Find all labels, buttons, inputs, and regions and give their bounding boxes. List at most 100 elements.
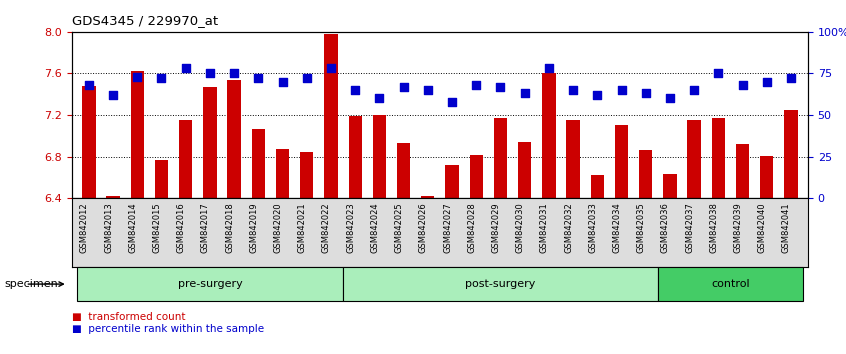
Text: GSM842028: GSM842028 <box>467 202 476 253</box>
Point <box>421 87 435 93</box>
Point <box>324 65 338 71</box>
Bar <box>494 118 507 198</box>
Text: GSM842014: GSM842014 <box>129 202 137 253</box>
Text: GSM842022: GSM842022 <box>322 202 331 253</box>
Text: GSM842019: GSM842019 <box>250 202 258 253</box>
Bar <box>658 267 803 301</box>
Bar <box>300 153 313 198</box>
Bar <box>663 174 677 198</box>
Text: GSM842029: GSM842029 <box>492 202 501 253</box>
Point <box>349 87 362 93</box>
Point <box>711 71 725 76</box>
Point <box>566 87 580 93</box>
Point <box>228 71 241 76</box>
Point <box>639 91 652 96</box>
Text: GSM842027: GSM842027 <box>443 202 452 253</box>
Point <box>518 91 531 96</box>
Point <box>445 99 459 104</box>
Bar <box>343 267 658 301</box>
Text: post-surgery: post-surgery <box>465 279 536 289</box>
Text: GSM842034: GSM842034 <box>613 202 622 253</box>
Text: pre-surgery: pre-surgery <box>178 279 242 289</box>
Point <box>736 82 750 88</box>
Bar <box>421 196 435 198</box>
Bar <box>397 143 410 198</box>
Bar <box>567 120 580 198</box>
Point <box>542 65 556 71</box>
Point <box>494 84 508 90</box>
Text: specimen: specimen <box>4 279 58 289</box>
Bar <box>445 165 459 198</box>
Point <box>130 74 144 80</box>
Text: GSM842037: GSM842037 <box>685 202 694 253</box>
Text: GSM842023: GSM842023 <box>346 202 355 253</box>
Text: GSM842026: GSM842026 <box>419 202 428 253</box>
Point <box>107 92 120 98</box>
Point <box>470 82 483 88</box>
Text: GSM842030: GSM842030 <box>516 202 525 253</box>
Point <box>663 96 677 101</box>
Text: GSM842036: GSM842036 <box>661 202 670 253</box>
Bar <box>130 72 144 198</box>
Text: GSM842035: GSM842035 <box>637 202 645 253</box>
Bar <box>760 156 773 198</box>
Text: GDS4345 / 229970_at: GDS4345 / 229970_at <box>72 14 218 27</box>
Point <box>372 96 386 101</box>
Text: GSM842024: GSM842024 <box>371 202 379 253</box>
Bar <box>518 142 531 198</box>
Bar <box>784 110 798 198</box>
Text: GSM842039: GSM842039 <box>733 202 743 253</box>
Point <box>591 92 604 98</box>
Point <box>397 84 410 90</box>
Text: GSM842040: GSM842040 <box>758 202 766 253</box>
Text: GSM842033: GSM842033 <box>588 202 597 253</box>
Point <box>179 65 193 71</box>
Text: control: control <box>711 279 750 289</box>
Bar <box>373 115 386 198</box>
Bar <box>155 160 168 198</box>
Bar <box>324 34 338 198</box>
Bar <box>107 196 120 198</box>
Point <box>203 71 217 76</box>
Text: GSM842015: GSM842015 <box>152 202 162 253</box>
Bar <box>349 116 362 198</box>
Point <box>784 76 798 81</box>
Bar <box>179 120 192 198</box>
Text: GSM842041: GSM842041 <box>782 202 791 253</box>
Text: GSM842012: GSM842012 <box>80 202 89 253</box>
Bar <box>711 118 725 198</box>
Bar <box>591 175 604 198</box>
Point <box>155 76 168 81</box>
Point <box>687 87 700 93</box>
Bar <box>639 150 652 198</box>
Bar <box>82 86 96 198</box>
Text: GSM842031: GSM842031 <box>540 202 549 253</box>
Bar <box>542 74 556 198</box>
Text: GSM842021: GSM842021 <box>298 202 307 253</box>
Text: ■  transformed count: ■ transformed count <box>72 312 185 322</box>
Bar <box>203 87 217 198</box>
Text: GSM842013: GSM842013 <box>104 202 113 253</box>
Bar <box>736 144 750 198</box>
Bar <box>615 125 629 198</box>
Text: GSM842020: GSM842020 <box>273 202 283 253</box>
Point <box>82 82 96 88</box>
Point <box>300 76 314 81</box>
Text: GSM842038: GSM842038 <box>709 202 718 253</box>
Point <box>615 87 629 93</box>
Text: GSM842025: GSM842025 <box>394 202 404 253</box>
Bar <box>276 149 289 198</box>
Text: GSM842016: GSM842016 <box>177 202 186 253</box>
Bar <box>688 120 700 198</box>
Text: GSM842032: GSM842032 <box>564 202 573 253</box>
Point <box>251 76 265 81</box>
Bar <box>251 129 265 198</box>
Bar <box>77 267 343 301</box>
Point <box>276 79 289 85</box>
Text: ■  percentile rank within the sample: ■ percentile rank within the sample <box>72 324 264 334</box>
Point <box>760 79 773 85</box>
Text: GSM842018: GSM842018 <box>225 202 234 253</box>
Bar <box>470 155 483 198</box>
Bar <box>228 80 241 198</box>
Text: GSM842017: GSM842017 <box>201 202 210 253</box>
